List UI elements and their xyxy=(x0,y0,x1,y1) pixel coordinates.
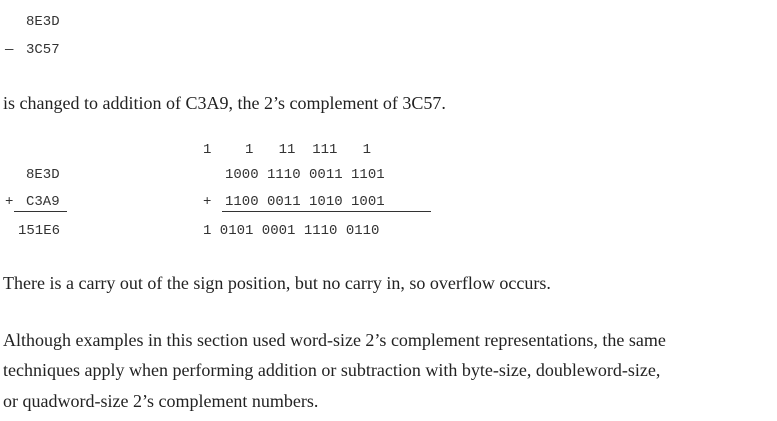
subtraction-subtrahend: 3C57 xyxy=(26,42,60,58)
hex-sum: 151E6 xyxy=(18,223,61,239)
subtraction-minuend: 8E3D xyxy=(26,14,60,30)
binary-addend-1: 1000 1110 0011 1101 xyxy=(225,167,385,183)
binary-sum: 1 0101 0001 1110 0110 xyxy=(203,223,380,239)
binary-plus-operator: + xyxy=(203,194,212,210)
binary-carries: 1 1 11 111 1 xyxy=(203,142,372,158)
binary-sum-rule xyxy=(222,211,431,212)
hex-sum-rule xyxy=(14,211,67,212)
closing-paragraph-line-1: Although examples in this section used w… xyxy=(3,330,666,350)
hex-addend-1: 8E3D xyxy=(26,167,60,183)
hex-plus-operator: + xyxy=(5,194,14,210)
closing-paragraph-line-3: or quadword-size 2’s complement numbers. xyxy=(3,391,319,411)
hex-addend-2: C3A9 xyxy=(26,194,60,210)
binary-addend-2: 1100 0011 1010 1001 xyxy=(225,194,385,210)
closing-paragraph-line-2: techniques apply when performing additio… xyxy=(3,360,661,380)
subtraction-operator: — xyxy=(5,42,14,58)
intro-sentence: is changed to addition of C3A9, the 2’s … xyxy=(3,93,446,113)
overflow-sentence: There is a carry out of the sign positio… xyxy=(3,273,551,293)
